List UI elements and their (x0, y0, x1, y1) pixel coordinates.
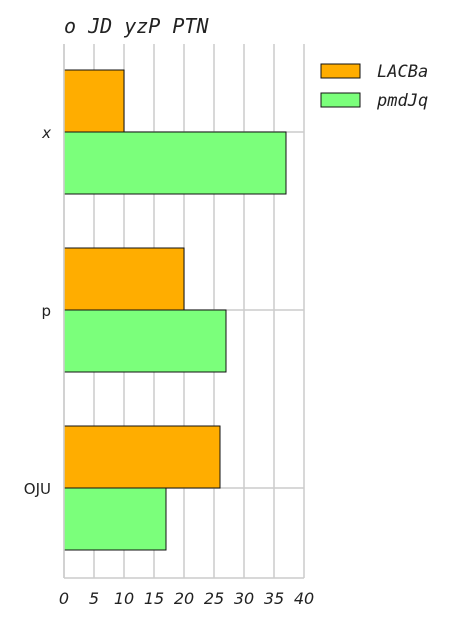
x-tick-label: 0 (59, 589, 69, 608)
bars (63, 69, 287, 551)
bar-LACBa-p (63, 247, 185, 311)
x-tick-label: 25 (204, 589, 224, 608)
legend-swatch-pmdJq (320, 92, 361, 108)
legend-label-pmdJq: pmdJq (376, 91, 428, 111)
legend-swatch-LACBa (320, 63, 361, 79)
x-tick-label: 20 (174, 589, 194, 608)
x-tick-label: 10 (114, 589, 134, 608)
x-tick-label: 30 (234, 589, 254, 608)
x-tick-label: 35 (264, 589, 284, 608)
x-tick-label: 15 (144, 589, 164, 608)
bar-LACBa-OJU (63, 425, 221, 489)
legend-label-LACBa: LACBa (377, 62, 428, 82)
bar-pmdJq-p (63, 309, 227, 373)
legend: LACBa pmdJq (320, 62, 428, 111)
bar-LACBa-x (63, 69, 125, 133)
chart-title: o JD yzP PTN (64, 14, 209, 38)
y-tick-label: OJU (24, 480, 51, 498)
y-tick-label: p (41, 302, 51, 320)
x-tick-label: 40 (294, 589, 314, 608)
axes: x p OJU 0 5 10 15 20 25 30 35 40 (24, 44, 314, 608)
y-tick-label: x (41, 124, 51, 142)
bar-pmdJq-OJU (63, 487, 167, 551)
bar-pmdJq-x (63, 131, 287, 195)
x-tick-label: 5 (89, 589, 99, 608)
